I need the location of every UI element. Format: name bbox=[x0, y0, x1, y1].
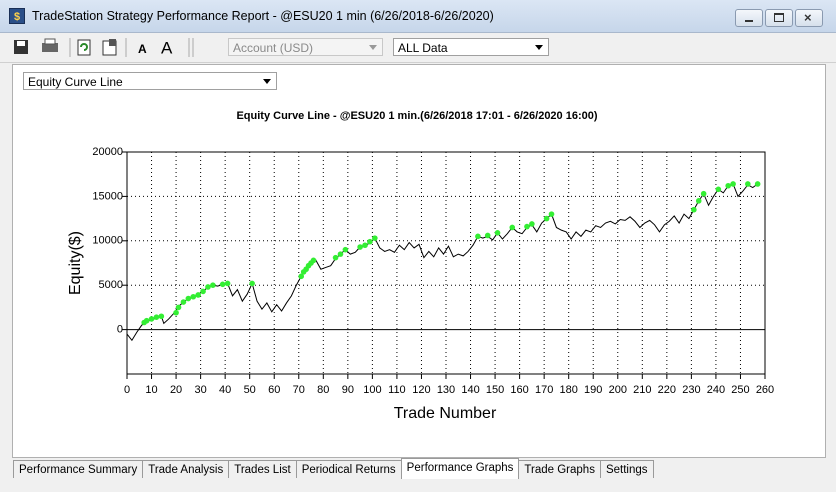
tab[interactable]: Performance Summary bbox=[13, 460, 144, 478]
new-high-dot bbox=[190, 293, 197, 300]
new-high-dot bbox=[249, 280, 255, 287]
new-high-dot bbox=[725, 182, 731, 189]
new-high-dot bbox=[745, 181, 751, 187]
x-axis-label: Trade Number bbox=[394, 405, 497, 422]
x-tick-label: 230 bbox=[682, 384, 700, 396]
new-high-dot bbox=[175, 304, 182, 311]
new-high-dot bbox=[372, 235, 378, 241]
close-button[interactable]: × bbox=[795, 9, 823, 27]
x-tick-label: 240 bbox=[707, 384, 725, 396]
x-tick-label: 100 bbox=[363, 384, 381, 396]
new-high-dot bbox=[357, 244, 363, 250]
new-high-dot bbox=[494, 230, 501, 236]
new-high-dot bbox=[337, 251, 344, 257]
new-high-dot bbox=[484, 232, 491, 239]
new-high-dot bbox=[310, 257, 317, 264]
tab[interactable]: Trade Graphs bbox=[518, 460, 601, 478]
window-title: TradeStation Strategy Performance Report… bbox=[32, 9, 494, 23]
x-tick-label: 160 bbox=[510, 384, 528, 396]
x-tick-label: 30 bbox=[194, 384, 206, 396]
new-high-dot bbox=[185, 295, 192, 302]
x-tick-label: 10 bbox=[145, 384, 157, 396]
new-high-dot bbox=[342, 246, 349, 253]
x-tick-label: 0 bbox=[124, 384, 130, 396]
tab[interactable]: Settings bbox=[599, 460, 654, 478]
new-high-dot bbox=[180, 299, 187, 305]
x-tick-label: 20 bbox=[170, 384, 182, 396]
equity-line bbox=[126, 183, 758, 342]
new-high-dot bbox=[695, 198, 702, 204]
new-high-dot bbox=[224, 280, 231, 287]
new-high-dot bbox=[195, 292, 201, 298]
y-tick-label: 5000 bbox=[99, 279, 123, 291]
range-combo[interactable]: ALL Data bbox=[393, 38, 549, 56]
new-high-dot bbox=[200, 288, 206, 295]
y-axis-label: Equity($) bbox=[67, 231, 84, 295]
new-high-dot bbox=[143, 317, 150, 324]
x-tick-label: 90 bbox=[342, 384, 354, 396]
y-tick-label: 15000 bbox=[92, 190, 123, 202]
chart-title: Equity Curve Line - @ESU20 1 min.(6/26/2… bbox=[236, 110, 597, 122]
x-tick-label: 130 bbox=[437, 384, 455, 396]
new-high-dot bbox=[730, 181, 736, 187]
new-high-dot bbox=[362, 242, 368, 249]
new-high-dot bbox=[524, 223, 530, 230]
new-high-dot bbox=[210, 282, 216, 289]
new-high-dot bbox=[529, 221, 535, 227]
x-tick-label: 190 bbox=[584, 384, 602, 396]
minimize-button[interactable] bbox=[735, 9, 763, 27]
x-tick-label: 60 bbox=[268, 384, 280, 396]
title-bar: $ TradeStation Strategy Performance Repo… bbox=[0, 0, 836, 33]
new-high-dot bbox=[153, 314, 160, 320]
new-high-dot bbox=[543, 215, 550, 222]
x-tick-label: 200 bbox=[609, 384, 627, 396]
maximize-button[interactable] bbox=[765, 9, 793, 27]
svg-text:$: $ bbox=[14, 11, 20, 23]
x-tick-label: 40 bbox=[219, 384, 231, 396]
x-tick-label: 140 bbox=[461, 384, 479, 396]
new-high-dot bbox=[148, 316, 155, 322]
svg-text:A: A bbox=[161, 38, 173, 57]
x-tick-label: 150 bbox=[486, 384, 504, 396]
y-tick-label: 10000 bbox=[92, 235, 123, 247]
new-high-dot bbox=[298, 273, 305, 280]
x-tick-label: 260 bbox=[756, 384, 774, 396]
x-tick-label: 120 bbox=[412, 384, 430, 396]
x-tick-label: 250 bbox=[731, 384, 749, 396]
x-tick-label: 220 bbox=[658, 384, 676, 396]
x-tick-label: 110 bbox=[388, 384, 406, 396]
new-high-dot bbox=[332, 254, 339, 261]
app-icon: $ bbox=[9, 8, 25, 24]
account-combo: Account (USD) bbox=[228, 38, 383, 56]
graph-selector[interactable]: Equity Curve Line bbox=[23, 72, 277, 90]
x-tick-label: 210 bbox=[633, 384, 651, 396]
new-high-dot bbox=[173, 309, 179, 316]
new-high-dot bbox=[158, 313, 165, 320]
new-high-dot bbox=[715, 186, 722, 193]
new-high-dot bbox=[691, 206, 697, 213]
x-tick-label: 70 bbox=[293, 384, 305, 396]
new-high-dot bbox=[509, 224, 516, 231]
x-tick-label: 50 bbox=[244, 384, 256, 396]
new-high-dot bbox=[367, 238, 373, 245]
y-tick-label: 20000 bbox=[92, 146, 123, 158]
x-tick-label: 80 bbox=[317, 384, 329, 396]
new-high-dot bbox=[700, 190, 707, 197]
new-high-dot bbox=[475, 233, 481, 240]
new-high-dot bbox=[548, 211, 555, 217]
tab[interactable]: Performance Graphs bbox=[400, 458, 520, 479]
x-tick-label: 170 bbox=[535, 384, 553, 396]
svg-text:A: A bbox=[138, 42, 147, 56]
tab[interactable]: Trade Analysis bbox=[142, 460, 230, 478]
x-tick-label: 180 bbox=[560, 384, 578, 396]
new-high-dot bbox=[219, 281, 226, 288]
new-high-dot bbox=[754, 181, 761, 187]
new-high-dot bbox=[205, 284, 211, 290]
y-tick-label: 0 bbox=[117, 324, 123, 336]
